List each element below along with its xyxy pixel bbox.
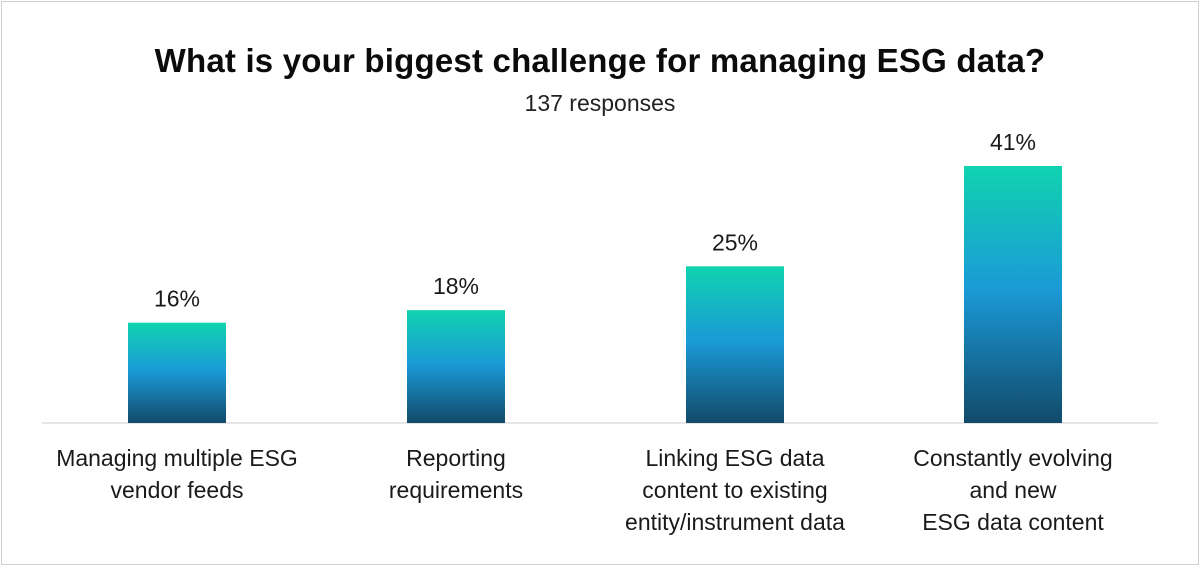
- bar-4: [964, 166, 1062, 423]
- bar-1: [128, 322, 226, 423]
- data-label-2: 18%: [433, 273, 479, 299]
- data-label-3: 25%: [712, 229, 758, 255]
- chart-subtitle: 137 responses: [524, 90, 676, 116]
- bar-2: [407, 310, 505, 423]
- chart-title: What is your biggest challenge for manag…: [154, 42, 1046, 79]
- category-label-3: Linking ESG data content to existing ent…: [625, 445, 845, 535]
- data-label-1: 16%: [154, 286, 200, 312]
- data-label-4: 41%: [990, 129, 1036, 155]
- category-label-4: Constantly evolving and new ESG data con…: [913, 445, 1113, 535]
- category-label-1: Managing multiple ESG vendor feeds: [56, 445, 298, 503]
- bar-3: [686, 266, 784, 423]
- category-label-2: Reporting requirements: [388, 445, 524, 503]
